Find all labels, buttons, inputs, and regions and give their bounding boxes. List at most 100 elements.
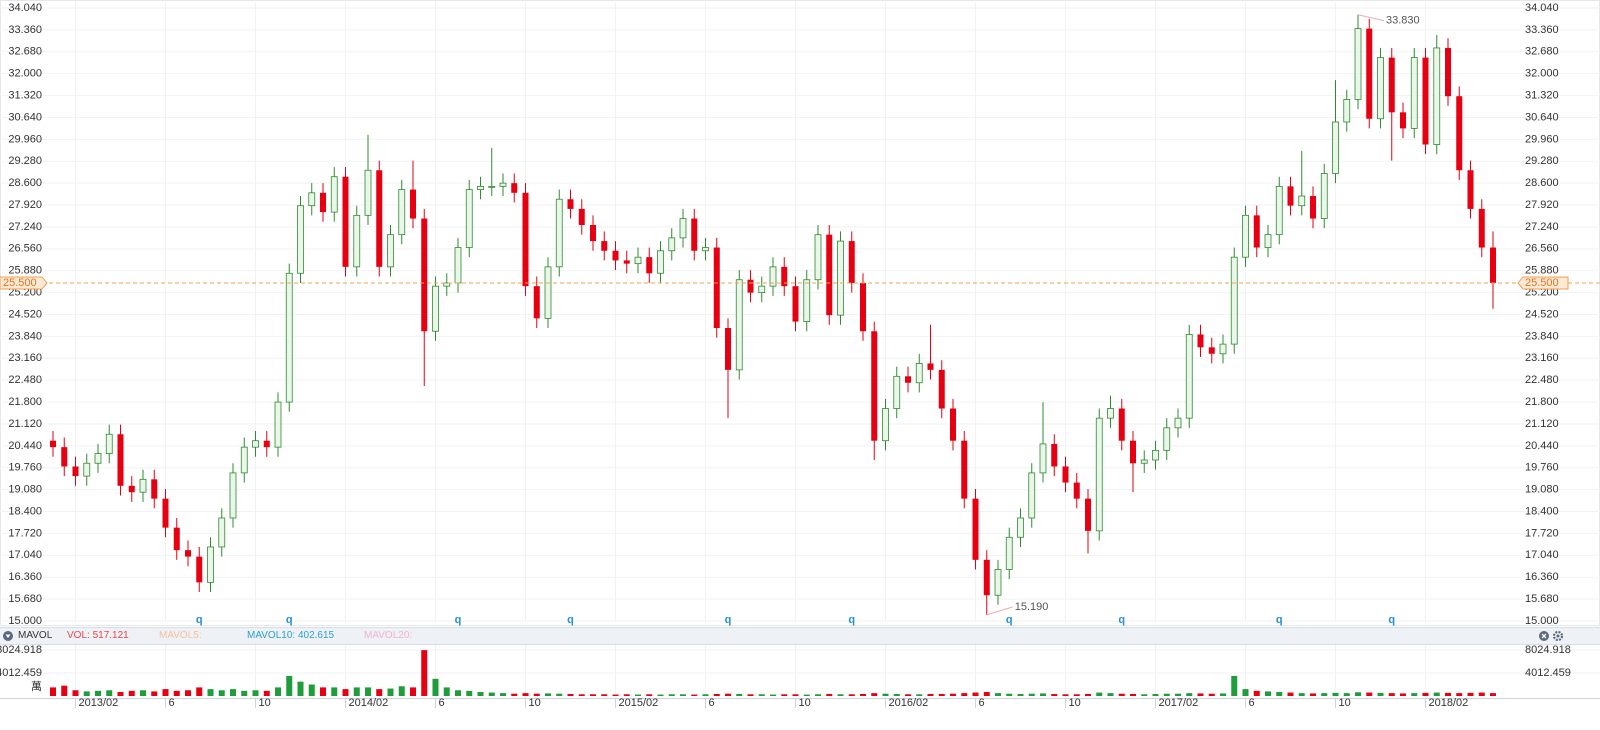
volume-bar	[680, 694, 686, 696]
candle-body	[961, 440, 968, 499]
candle-body	[848, 241, 855, 283]
candle-body	[1140, 459, 1148, 464]
volume-bar	[185, 690, 191, 696]
last-price-label: 25.500	[3, 277, 37, 289]
candle-body	[590, 224, 596, 242]
candle-body	[1422, 57, 1429, 145]
candle-body	[1185, 334, 1193, 419]
volume-bar	[961, 693, 968, 696]
volume-bar	[320, 687, 326, 696]
y-tick-label-right: 16.360	[1525, 571, 1559, 583]
candle-body	[747, 279, 754, 293]
x-tick-label: 10	[529, 697, 541, 709]
volume-bar	[1107, 693, 1114, 696]
volume-bar	[916, 694, 923, 696]
volume-bar	[275, 687, 281, 696]
volume-bar	[522, 693, 529, 696]
x-tick-label: 10	[1339, 697, 1351, 709]
candle-body	[353, 214, 361, 268]
candle-body	[1039, 443, 1047, 474]
candle-body	[263, 440, 270, 448]
y-tick-label: 19.760	[8, 462, 42, 474]
y-tick-label: 26.560	[8, 243, 42, 255]
y-tick-label-right: 29.280	[1525, 155, 1559, 167]
volume-bar	[308, 684, 315, 696]
volume-bar	[983, 691, 990, 696]
candle-body	[1366, 28, 1373, 119]
settings-icon[interactable]	[1553, 631, 1563, 641]
candle-body	[646, 257, 653, 274]
candle-body	[454, 247, 462, 284]
volume-bar	[927, 693, 934, 696]
volume-bar	[1377, 692, 1384, 696]
last-price-tag	[1517, 276, 1569, 290]
volume-bar	[1062, 694, 1069, 696]
volume-bar	[477, 691, 484, 696]
candle-body	[72, 466, 79, 477]
candle-body	[1332, 121, 1339, 174]
candle-body	[1051, 443, 1058, 467]
candle-body	[950, 408, 956, 441]
volume-bar	[106, 690, 113, 696]
candle-body	[376, 170, 383, 267]
y-tick-label: 32.000	[8, 68, 42, 80]
candle-body	[1377, 57, 1384, 120]
y-tick-label: 20.440	[8, 440, 42, 452]
vol-tick-label-right: 4012.459	[1525, 667, 1571, 679]
candle-body	[826, 234, 833, 316]
y-tick-label: 24.520	[8, 308, 42, 320]
close-icon[interactable]	[1539, 631, 1549, 641]
volume-bar	[162, 689, 169, 696]
y-tick-label: 21.800	[8, 396, 42, 408]
volume-bar	[747, 694, 754, 696]
candle-body	[1197, 334, 1204, 348]
volume-bar	[938, 693, 945, 696]
volume-bar	[1141, 694, 1148, 696]
volume-bar	[443, 687, 450, 696]
y-tick-label-right: 28.600	[1525, 177, 1559, 189]
candle-body	[1310, 196, 1316, 219]
event-marker: q	[567, 614, 574, 626]
candle-body	[1219, 343, 1227, 355]
volume-bar	[815, 694, 821, 696]
candle-body	[567, 199, 574, 209]
candle-body	[330, 176, 338, 213]
y-tick-label-right: 21.120	[1525, 418, 1559, 430]
candle-body	[725, 328, 731, 370]
y-tick-label: 32.680	[8, 46, 42, 58]
y-tick-label: 25.880	[8, 265, 42, 277]
volume-bar	[140, 690, 146, 696]
volume-bar	[398, 686, 405, 696]
candle-body	[668, 237, 676, 252]
y-tick-label: 29.960	[8, 133, 42, 145]
y-tick-label: 23.840	[8, 330, 42, 342]
y-tick-label: 15.680	[8, 593, 42, 605]
y-tick-label: 19.080	[8, 484, 42, 496]
candle-body	[105, 433, 113, 454]
volume-bar	[1208, 693, 1215, 696]
y-tick-label: 15.000	[8, 615, 42, 627]
candle-body	[735, 279, 743, 371]
event-marker: q	[455, 614, 462, 626]
volume-bar	[1433, 692, 1440, 696]
volume-bar	[578, 694, 585, 696]
y-tick-label-right: 15.000	[1525, 615, 1559, 627]
candle-body	[1107, 408, 1114, 419]
candle-body	[50, 440, 56, 448]
volume-bar	[702, 694, 709, 696]
volume-bar	[893, 693, 900, 696]
volume-bar	[1051, 693, 1058, 696]
y-tick-label-right: 33.360	[1525, 24, 1559, 36]
collapse-icon[interactable]	[3, 631, 13, 641]
volume-bar	[1017, 693, 1024, 696]
volume-bar	[803, 694, 810, 696]
candle-body	[240, 446, 248, 474]
event-marker: q	[1006, 614, 1013, 626]
candle-body	[1388, 57, 1395, 113]
volume-bar	[207, 689, 214, 696]
volume-bar	[1152, 693, 1159, 696]
candle-body	[1073, 482, 1080, 499]
volume-bar	[1242, 689, 1249, 696]
